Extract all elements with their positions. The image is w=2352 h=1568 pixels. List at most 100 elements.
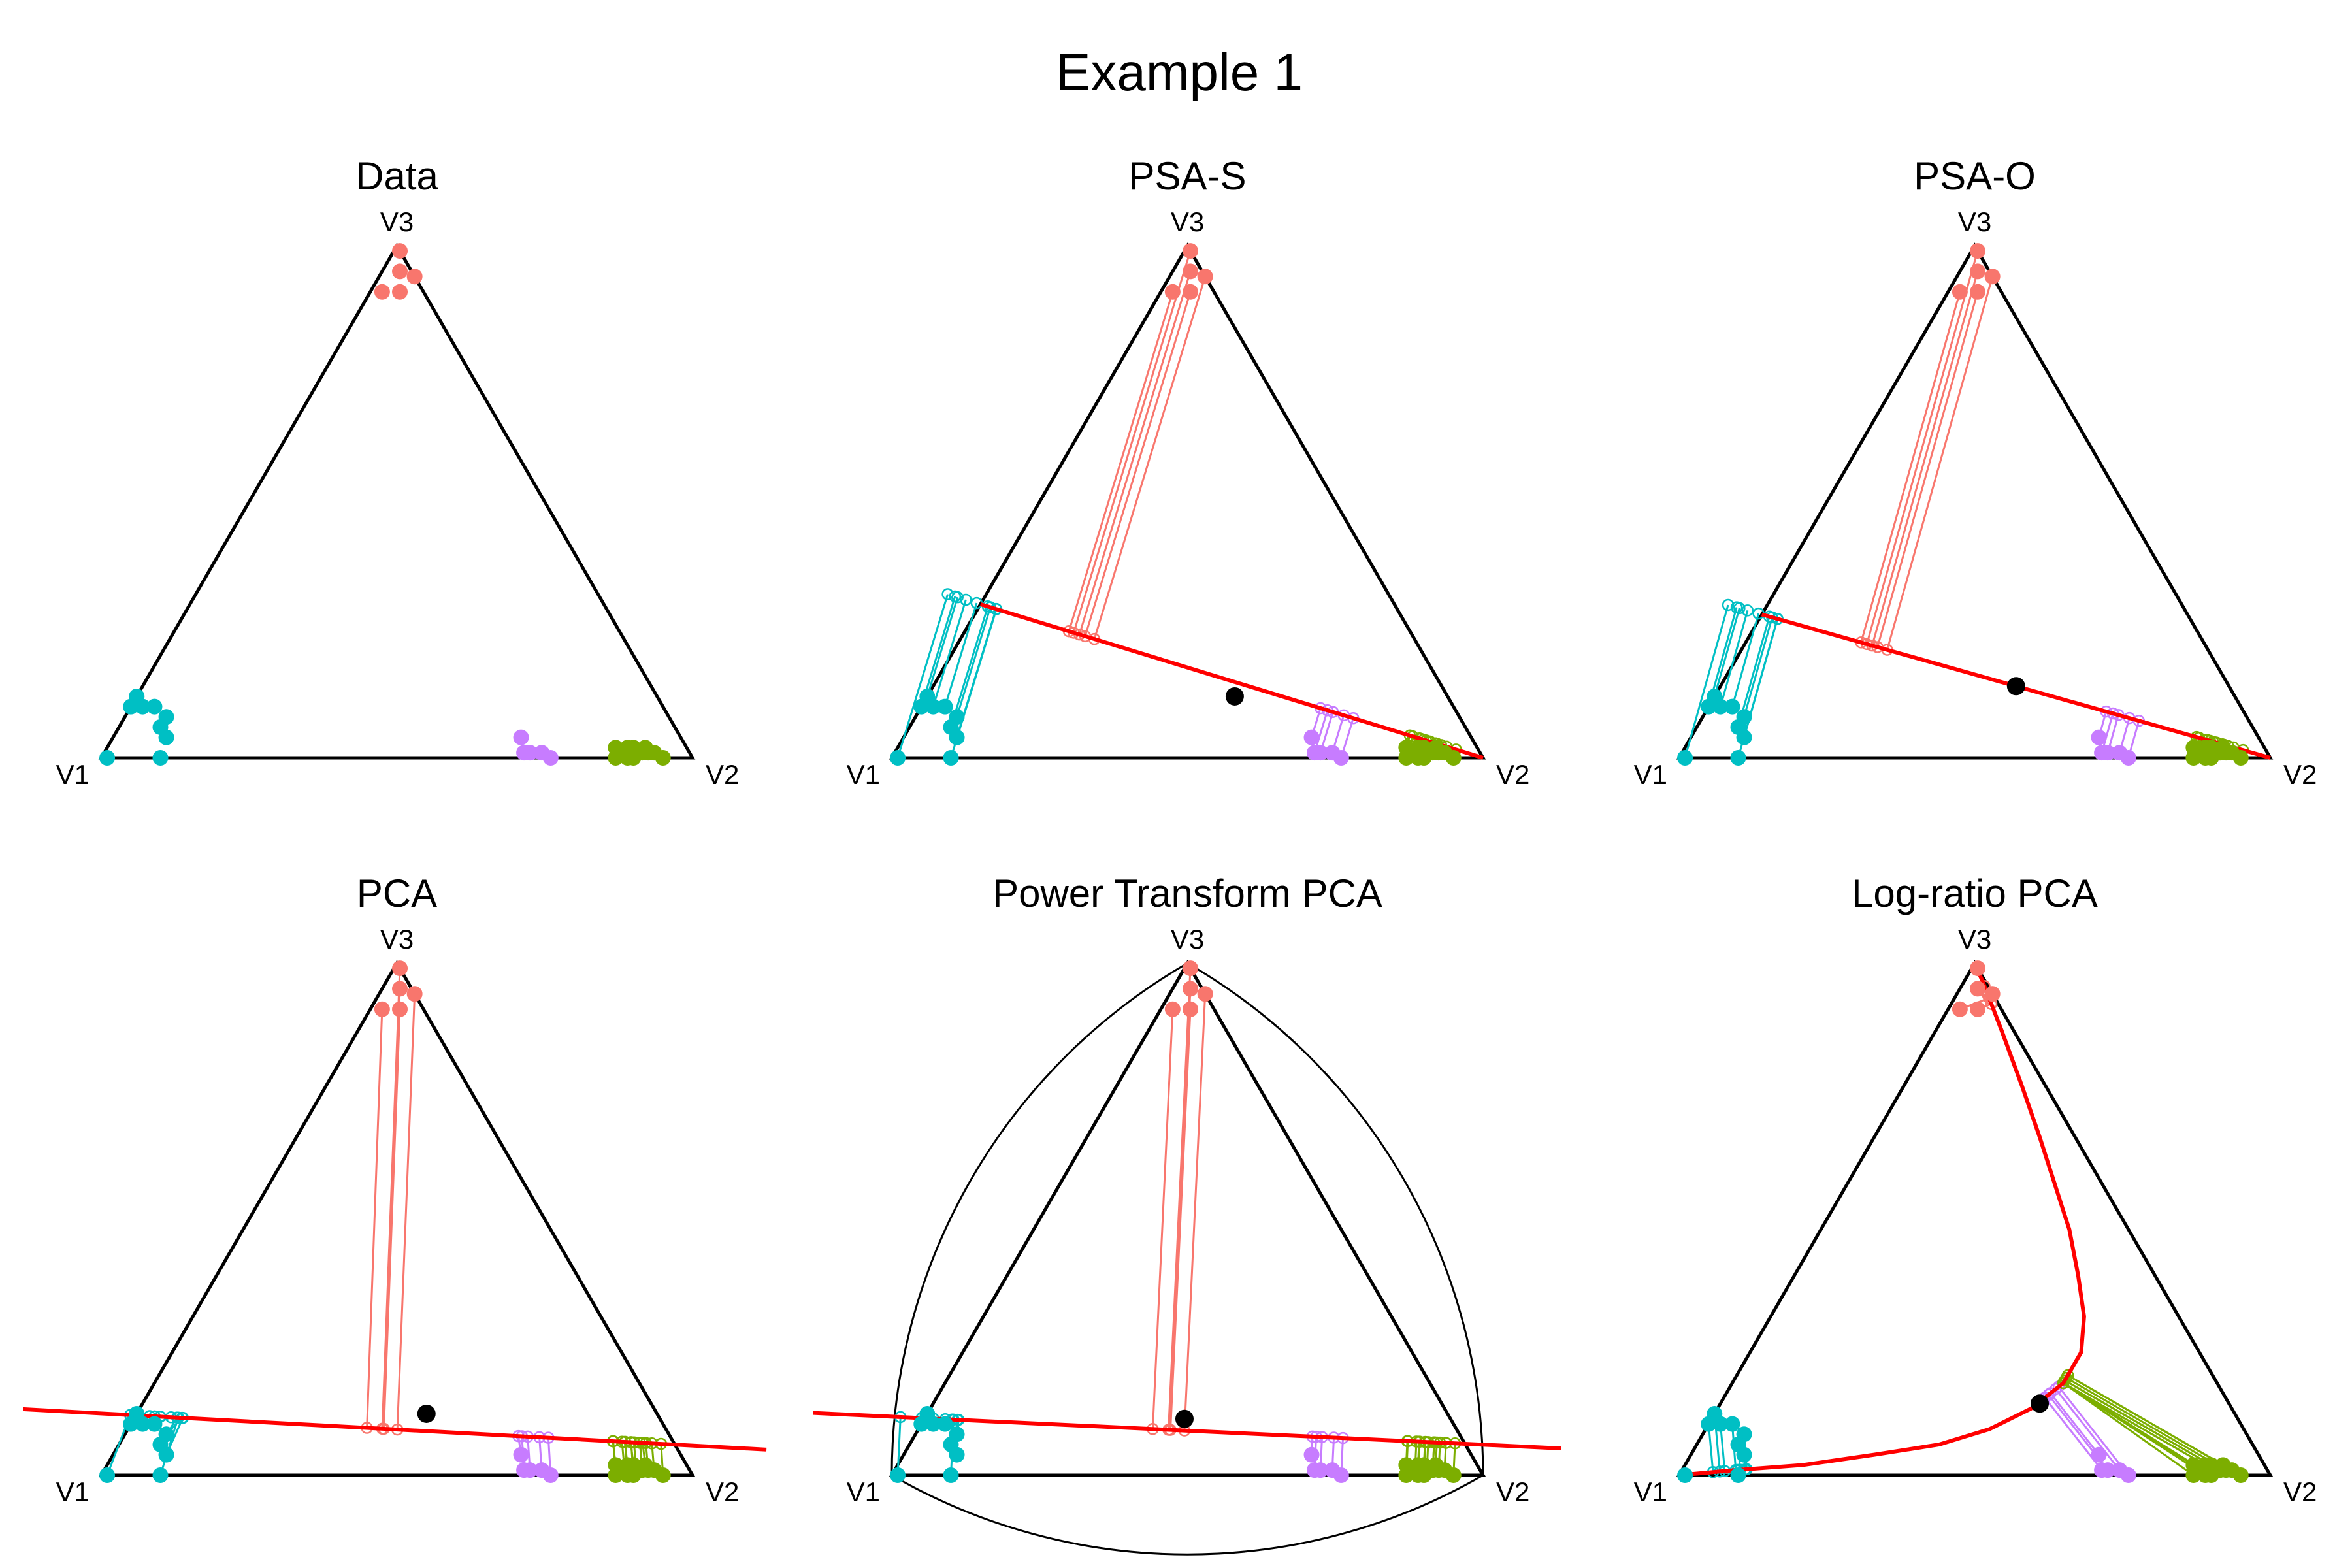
projection-segment <box>2057 1386 2129 1476</box>
data-point-red <box>1183 960 1199 977</box>
data-point-green <box>625 1467 642 1483</box>
projection-segment <box>1078 270 1192 635</box>
data-point-cyan <box>135 1416 151 1432</box>
data-point-cyan <box>158 729 174 745</box>
data-point-cyan <box>943 750 959 766</box>
projection-segment <box>1093 276 1207 640</box>
data-point-red <box>1952 1001 1968 1017</box>
data-point-green <box>2203 1467 2219 1483</box>
projection-segment <box>1719 1424 1726 1471</box>
center-point <box>1225 687 1244 706</box>
projection-segment <box>2067 1374 2224 1466</box>
data-point-cyan <box>152 1467 169 1483</box>
data-point-red <box>392 243 408 259</box>
data-point-cyan <box>1730 1467 1746 1483</box>
vertex-label-v3: V3 <box>1171 206 1204 237</box>
data-point-purple <box>2094 745 2110 761</box>
data-point-cyan <box>913 1416 930 1432</box>
projection-segment <box>2063 1382 2195 1477</box>
panel-title: PSA-S <box>1128 154 1246 198</box>
data-point-purple <box>542 1467 559 1483</box>
vertex-label-v3: V3 <box>1171 924 1204 955</box>
vertex-label-v1: V1 <box>847 1477 880 1507</box>
center-point <box>417 1404 436 1423</box>
data-point-purple <box>1333 750 1349 766</box>
projection-segment <box>2064 1379 2221 1471</box>
data-point-cyan <box>890 750 906 766</box>
data-point-green <box>2185 750 2202 766</box>
projection-segment <box>1151 1009 1174 1429</box>
projected-point <box>1730 601 1743 613</box>
data-point-cyan <box>99 750 116 766</box>
projection-segment <box>956 607 992 717</box>
data-point-purple <box>2091 1446 2107 1463</box>
data-point-cyan <box>1701 1416 1717 1432</box>
panel-log-ratio-pca: Log-ratio PCA V1 V2 V3 <box>1634 872 2317 1507</box>
projection-segment <box>932 599 967 708</box>
data-point-cyan <box>123 698 139 715</box>
data-point-red <box>1183 263 1199 280</box>
simplex-triangle <box>98 242 696 760</box>
data-point-green <box>2203 750 2219 766</box>
data-point-cyan <box>1677 1467 1693 1483</box>
fit-curve <box>1678 962 2086 1477</box>
projected-point <box>1722 598 1735 612</box>
data-point-purple <box>1307 745 1323 761</box>
simplex-triangle <box>889 242 1486 760</box>
projected-point <box>960 593 972 606</box>
projection-segment <box>396 994 416 1430</box>
simplex-triangle <box>98 960 696 1477</box>
projection-segment <box>2055 1388 2121 1471</box>
data-point-green <box>608 1467 624 1483</box>
data-point-cyan <box>1701 698 1717 715</box>
data-point-purple <box>516 1462 532 1478</box>
center-point <box>2006 677 2025 696</box>
center-point <box>2031 1394 2050 1413</box>
projected-point <box>949 590 962 603</box>
data-point-green <box>608 750 624 766</box>
vertex-label-v2: V2 <box>706 1477 739 1507</box>
data-point-green <box>2215 740 2231 756</box>
data-point-purple <box>2120 1467 2136 1483</box>
vertex-label-v1: V1 <box>847 759 880 790</box>
data-point-cyan <box>890 1467 906 1483</box>
projected-point <box>2057 1377 2070 1390</box>
data-point-green <box>655 750 671 766</box>
projected-point <box>2042 1388 2055 1401</box>
projection-segment <box>1169 1009 1192 1430</box>
data-point-cyan <box>158 1446 174 1463</box>
data-point-green <box>655 1467 671 1483</box>
data-point-green <box>2215 1457 2231 1473</box>
data-point-red <box>1970 981 1986 997</box>
projection-segment <box>1719 610 1749 708</box>
data-point-cyan <box>949 729 965 745</box>
data-point-red <box>1197 986 1213 1002</box>
data-point-purple <box>1333 1467 1349 1483</box>
data-point-green <box>1445 1467 1462 1483</box>
data-point-green <box>2232 750 2249 766</box>
projection-segment <box>1068 291 1174 632</box>
data-point-red <box>406 986 423 1002</box>
projection-segment <box>1084 291 1192 637</box>
data-point-cyan <box>1730 750 1746 766</box>
data-point-green <box>637 740 653 756</box>
data-point-red <box>1164 1001 1181 1017</box>
projection-segment <box>896 594 949 759</box>
data-point-cyan <box>99 1467 116 1483</box>
data-point-red <box>1164 284 1181 300</box>
data-point-green <box>2232 1467 2249 1483</box>
projection-segment <box>1713 608 1740 697</box>
data-point-cyan <box>1712 698 1729 715</box>
projection-segment <box>1731 613 1760 708</box>
vertex-label-v3: V3 <box>380 924 414 955</box>
data-point-cyan <box>1677 750 1693 766</box>
projection-segment <box>1707 1424 1714 1473</box>
panel-pca: PCA V1 V2 V3 <box>23 872 767 1507</box>
data-point-purple <box>1303 1446 1320 1463</box>
vertex-label-v2: V2 <box>1496 759 1529 790</box>
data-point-red <box>392 284 408 300</box>
data-point-red <box>392 960 408 977</box>
data-point-cyan <box>925 698 941 715</box>
data-point-red <box>1952 284 1968 300</box>
